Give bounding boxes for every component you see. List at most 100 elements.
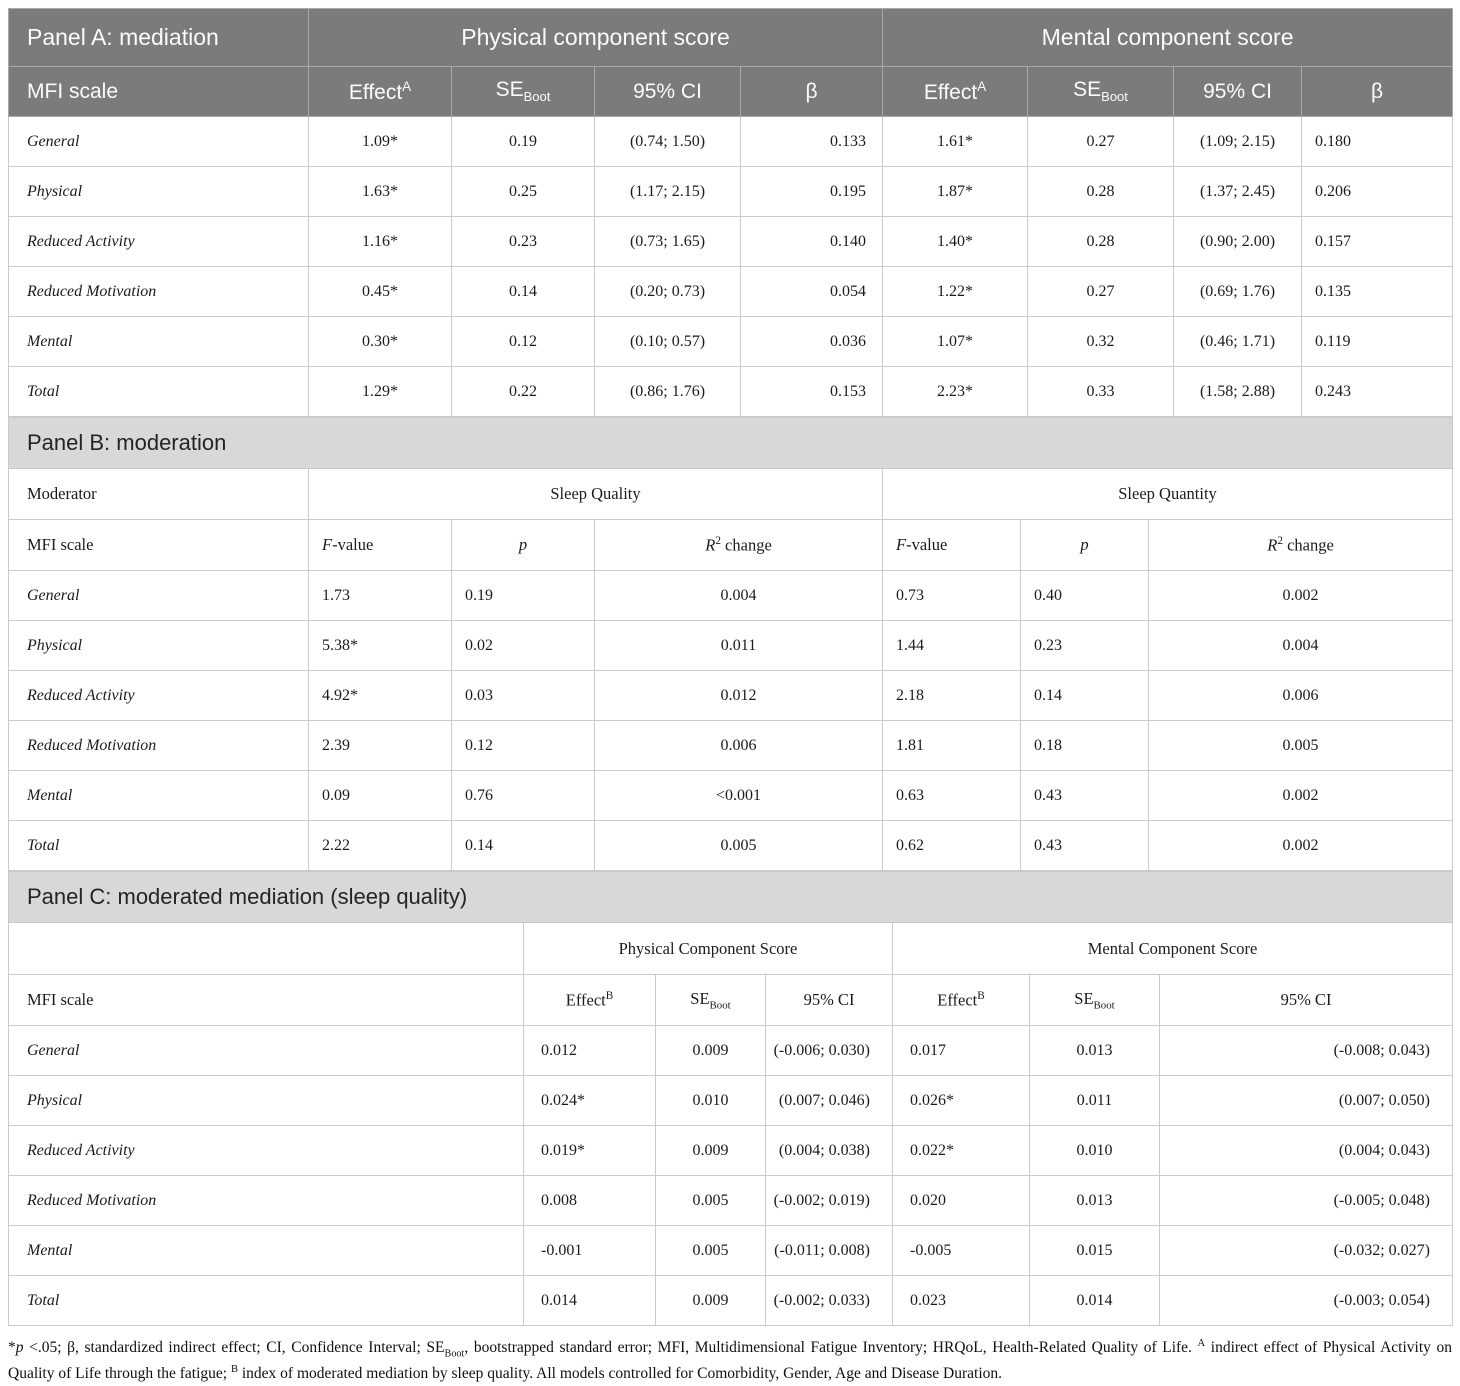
table-row: Reduced Motivation 0.45* 0.14 (0.20; 0.7… — [8, 266, 1454, 317]
cell-effect: 1.07* — [882, 316, 1029, 367]
cell-f-value: 0.62 — [882, 820, 1021, 871]
row-label: Reduced Motivation — [8, 720, 309, 771]
cell-f-value: 1.44 — [882, 620, 1021, 671]
cell-beta: 0.243 — [1301, 366, 1454, 417]
row-label: Reduced Activity — [8, 670, 309, 721]
table-row: General 1.09* 0.19 (0.74; 1.50) 0.133 1.… — [8, 116, 1454, 167]
cell-se-boot: 0.005 — [655, 1175, 766, 1226]
cell-ci: (0.007; 0.046) — [765, 1075, 893, 1126]
col-header-se-boot: SEBoot — [451, 66, 595, 117]
cell-ci: (0.007; 0.050) — [1159, 1075, 1453, 1126]
cell-effect: 0.023 — [892, 1275, 1030, 1326]
panel-b-row-header: MFI scale — [8, 519, 309, 571]
cell-effect: 0.026* — [892, 1075, 1030, 1126]
cell-effect: 0.45* — [308, 266, 452, 317]
table-row: Reduced Motivation 0.008 0.005 (-0.002; … — [8, 1175, 1453, 1226]
cell-p: 0.14 — [451, 820, 595, 871]
cell-r2-change: 0.002 — [1147, 770, 1454, 821]
row-label: Physical — [8, 1075, 524, 1126]
cell-se-boot: 0.011 — [1029, 1075, 1160, 1126]
row-label: Reduced Motivation — [8, 266, 309, 317]
cell-ci: (-0.011; 0.008) — [765, 1225, 893, 1276]
cell-r2-change: 0.005 — [1147, 720, 1454, 771]
col-header-ci: 95% CI — [765, 974, 893, 1026]
table-row: General 1.73 0.19 0.004 0.73 0.40 0.002 — [8, 570, 1454, 621]
row-label: General — [8, 1025, 524, 1076]
table-row: Physical 0.024* 0.010 (0.007; 0.046) 0.0… — [8, 1075, 1453, 1126]
row-label: Physical — [8, 620, 309, 671]
panel-a-row-header: MFI scale — [8, 66, 309, 117]
cell-ci: (-0.005; 0.048) — [1159, 1175, 1453, 1226]
cell-beta: 0.036 — [739, 316, 884, 367]
cell-beta: 0.153 — [739, 366, 884, 417]
cell-ci: (0.20; 0.73) — [594, 266, 741, 317]
cell-effect: 1.29* — [308, 366, 452, 417]
cell-p: 0.03 — [451, 670, 595, 721]
cell-f-value: 4.92* — [308, 670, 452, 721]
cell-se-boot: 0.009 — [655, 1125, 766, 1176]
col-header-beta: β — [739, 66, 884, 117]
cell-r2-change: 0.004 — [1147, 620, 1454, 671]
moderator-label: Moderator — [8, 468, 309, 520]
cell-effect: 1.63* — [308, 166, 452, 217]
cell-p: 0.12 — [451, 720, 595, 771]
col-header-se-boot: SEBoot — [1029, 974, 1160, 1026]
cell-effect: -0.005 — [892, 1225, 1030, 1276]
cell-beta: 0.180 — [1301, 116, 1454, 167]
panel-c-column-header-row: MFI scale EffectB SEBoot 95% CI EffectB … — [8, 974, 1453, 1026]
cell-ci: (0.004; 0.038) — [765, 1125, 893, 1176]
table-row: Total 1.29* 0.22 (0.86; 1.76) 0.153 2.23… — [8, 366, 1454, 417]
col-header-effect: EffectA — [308, 66, 452, 117]
cell-f-value: 1.73 — [308, 570, 452, 621]
col-header-se-boot: SEBoot — [655, 974, 766, 1026]
cell-se-boot: 0.19 — [451, 116, 595, 167]
cell-r2-change: 0.005 — [594, 820, 883, 871]
panel-b-title-row: Panel B: moderation — [7, 417, 1454, 469]
cell-r2-change: 0.002 — [1147, 820, 1454, 871]
cell-se-boot: 0.33 — [1027, 366, 1175, 417]
cell-p: 0.43 — [1020, 770, 1149, 821]
cell-beta: 0.157 — [1301, 216, 1454, 267]
cell-f-value: 1.81 — [882, 720, 1021, 771]
cell-se-boot: 0.12 — [451, 316, 595, 367]
cell-ci: (-0.003; 0.054) — [1159, 1275, 1453, 1326]
cell-se-boot: 0.32 — [1027, 316, 1175, 367]
table-row: Reduced Motivation 2.39 0.12 0.006 1.81 … — [8, 720, 1454, 771]
panel-c-title-row: Panel C: moderated mediation (sleep qual… — [8, 871, 1453, 923]
cell-p: 0.02 — [451, 620, 595, 671]
cell-ci: (0.74; 1.50) — [594, 116, 741, 167]
row-label: Reduced Motivation — [8, 1175, 524, 1226]
col-header-r2-change: R2 change — [1147, 519, 1454, 571]
panel-b-moderator-row: Moderator Sleep Quality Sleep Quantity — [8, 468, 1454, 520]
cell-ci: (0.10; 0.57) — [594, 316, 741, 367]
cell-p: 0.19 — [451, 570, 595, 621]
panel-a-group-physical: Physical component score — [307, 8, 884, 67]
cell-effect: 0.012 — [523, 1025, 656, 1076]
cell-r2-change: 0.012 — [594, 670, 883, 721]
cell-se-boot: 0.005 — [655, 1225, 766, 1276]
cell-beta: 0.195 — [739, 166, 884, 217]
panel-c-title: Panel C: moderated mediation (sleep qual… — [8, 871, 1453, 923]
cell-ci: (1.58; 2.88) — [1173, 366, 1303, 417]
cell-se-boot: 0.010 — [1029, 1125, 1160, 1176]
cell-r2-change: 0.011 — [594, 620, 883, 671]
cell-ci: (0.90; 2.00) — [1173, 216, 1303, 267]
col-header-se-boot: SEBoot — [1027, 66, 1175, 117]
cell-se-boot: 0.27 — [1027, 266, 1175, 317]
cell-beta: 0.054 — [739, 266, 884, 317]
cell-effect: 0.020 — [892, 1175, 1030, 1226]
cell-se-boot: 0.009 — [655, 1025, 766, 1076]
panel-a-body: General 1.09* 0.19 (0.74; 1.50) 0.133 1.… — [8, 116, 1454, 417]
cell-f-value: 0.63 — [882, 770, 1021, 821]
cell-f-value: 0.73 — [882, 570, 1021, 621]
table-row: Physical 1.63* 0.25 (1.17; 2.15) 0.195 1… — [8, 166, 1454, 217]
panel-c-empty-cell — [8, 922, 524, 975]
cell-p: 0.43 — [1020, 820, 1149, 871]
table-row: Reduced Activity 1.16* 0.23 (0.73; 1.65)… — [8, 216, 1454, 267]
panel-c-group-physical: Physical Component Score — [523, 922, 893, 975]
col-header-ci: 95% CI — [1159, 974, 1453, 1026]
cell-effect: 0.022* — [892, 1125, 1030, 1176]
panel-b-body: General 1.73 0.19 0.004 0.73 0.40 0.002 … — [8, 570, 1454, 871]
cell-effect: -0.001 — [523, 1225, 656, 1276]
cell-ci: (0.73; 1.65) — [594, 216, 741, 267]
